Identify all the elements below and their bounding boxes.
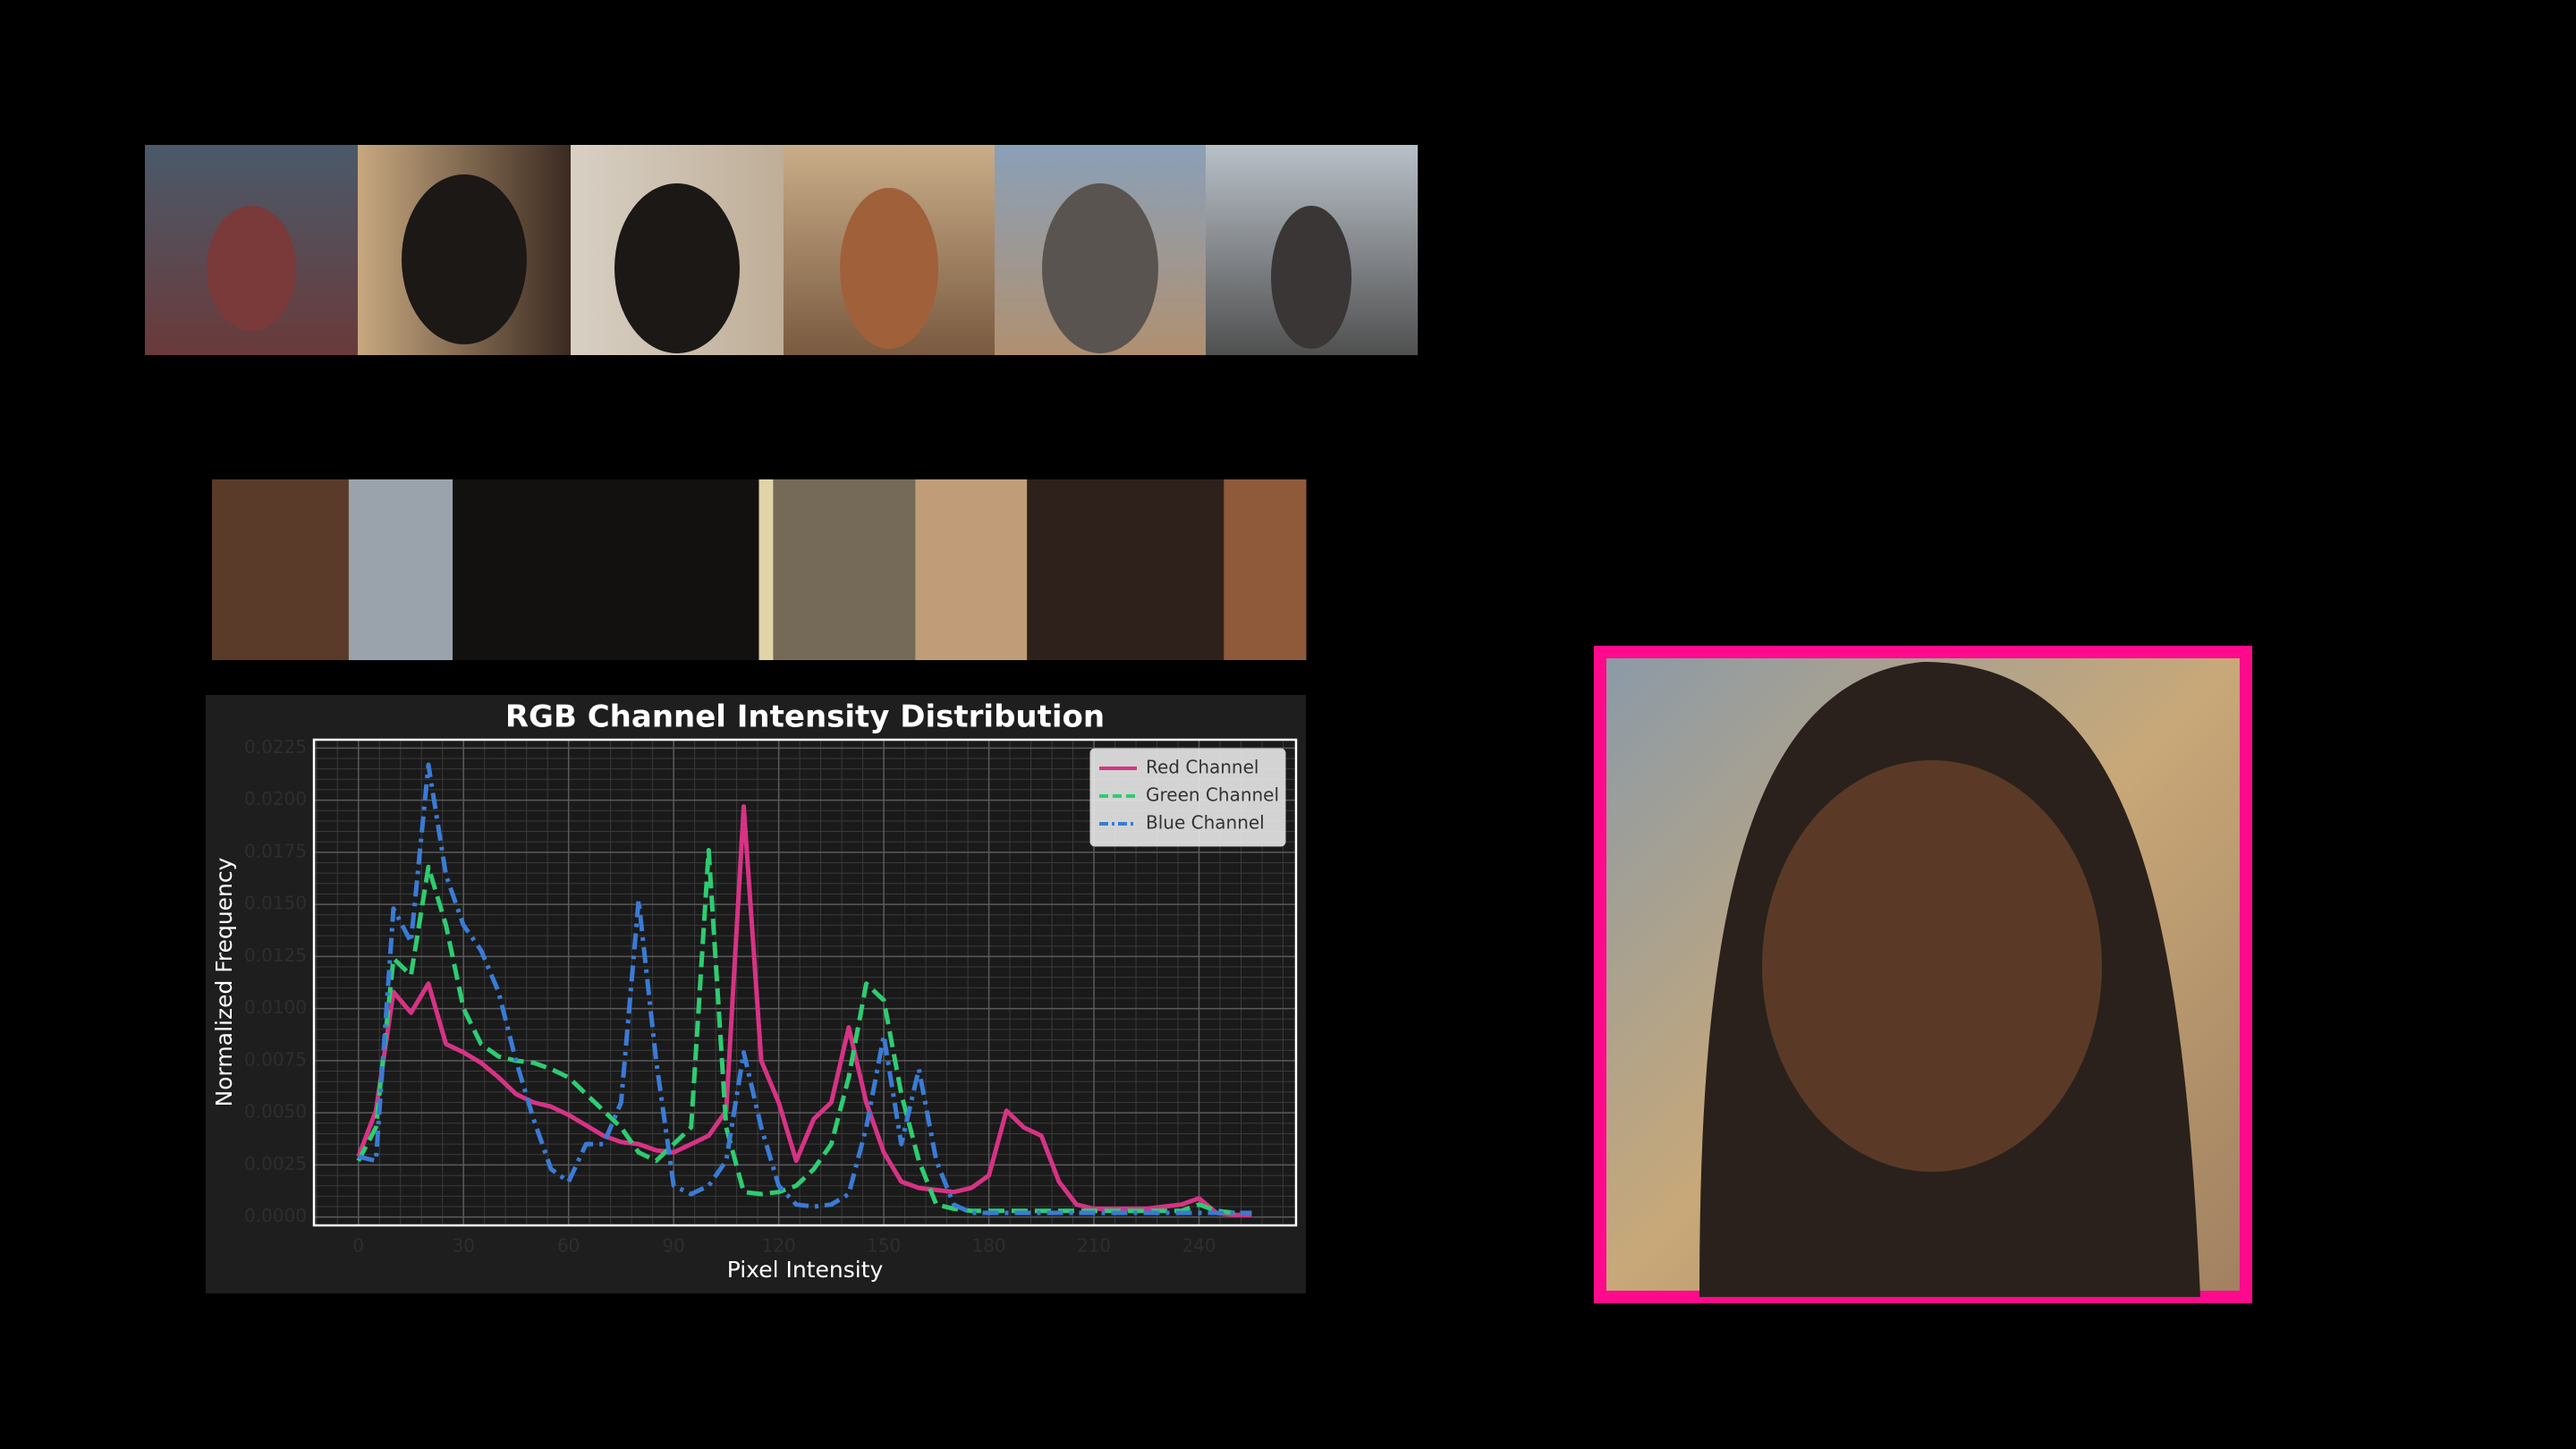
legend-box: [1089, 748, 1286, 847]
x-tick-label: 120: [762, 1235, 796, 1257]
thumbnail-strip: [145, 145, 1418, 355]
palette-swatch: [348, 479, 453, 660]
x-tick-label: 30: [452, 1235, 474, 1257]
y-tick-label: 0.0225: [244, 736, 307, 758]
x-tick-label: 240: [1182, 1235, 1216, 1257]
series-line: [356, 804, 1252, 1217]
y-tick-label: 0.0100: [244, 996, 307, 1018]
y-tick-label: 0.0050: [244, 1101, 307, 1123]
palette-swatch: [212, 479, 350, 660]
palette-swatch: [1224, 479, 1307, 660]
preview: [1594, 646, 2252, 1303]
figures: [207, 174, 1352, 353]
x-tick-label: 0: [352, 1235, 364, 1257]
y-tick-label: 0.0125: [244, 945, 307, 966]
series-line: [358, 762, 1252, 1216]
x-tick-label: 210: [1077, 1235, 1111, 1257]
palette-swatch: [758, 479, 774, 660]
y-tick-label: 0.0000: [244, 1205, 307, 1226]
y-tick-label: 0.0075: [244, 1048, 307, 1070]
x-axis-label: Pixel Intensity: [727, 1257, 884, 1283]
legend-label: Red Channel: [1146, 757, 1258, 778]
palette-swatch: [915, 479, 1028, 660]
x-tick-label: 150: [867, 1235, 901, 1257]
x-tick-label: 90: [662, 1235, 684, 1257]
legend-label: Blue Channel: [1146, 812, 1265, 834]
palette-swatch: [773, 479, 916, 660]
color-palette: [212, 479, 1307, 660]
y-tick-label: 0.0200: [244, 788, 307, 809]
y-tick-label: 0.0150: [244, 893, 307, 914]
y-tick-label: 0.0175: [244, 840, 307, 861]
chart-title: RGB Channel Intensity Distribution: [505, 699, 1105, 735]
chart: 0 30 60 90 120 150 180 210 240 0.0000 0.0025 0.0050…: [244, 736, 1298, 1257]
figure: [1762, 760, 2102, 1172]
palette-swatch: [1027, 479, 1224, 660]
y-tick-label: 0.0025: [244, 1153, 307, 1174]
x-tick-label: 60: [557, 1235, 580, 1257]
legend-label: Green Channel: [1146, 784, 1279, 806]
plot-frame: [312, 738, 1298, 1227]
x-tick-label: 180: [971, 1235, 1005, 1257]
y-axis-label: Normalized Frequency: [211, 857, 237, 1106]
palette-swatch: [453, 479, 759, 660]
